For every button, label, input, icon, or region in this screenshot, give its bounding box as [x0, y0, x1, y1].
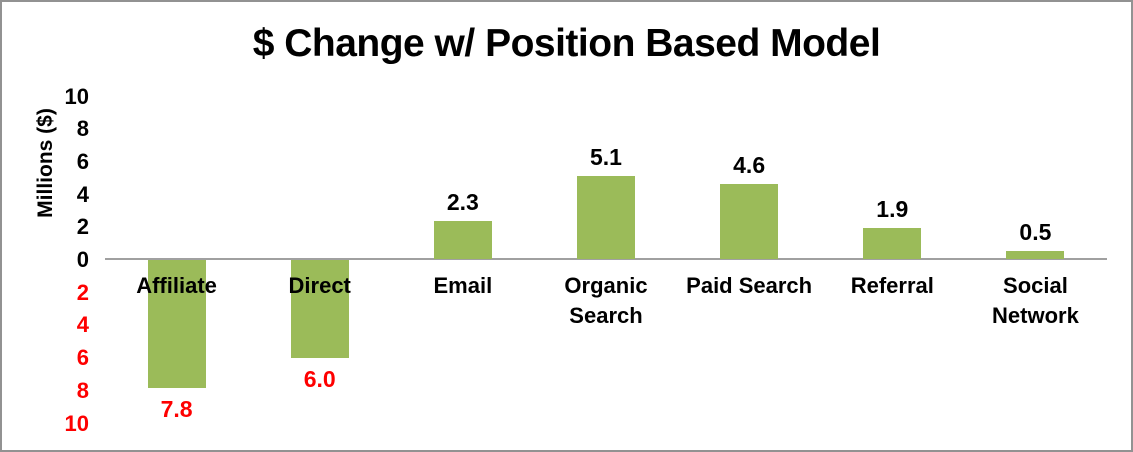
- bar-paid-search: [720, 183, 779, 259]
- category-label-email: Email: [433, 273, 493, 298]
- y-tick-label: 0: [76, 247, 89, 272]
- data-label-direct: 6.0: [303, 366, 336, 393]
- bar-organic-search: [577, 175, 635, 259]
- data-label-email: 2.3: [446, 189, 479, 216]
- bar-affiliate: [147, 260, 206, 388]
- y-tick-label: 4: [76, 181, 89, 207]
- y-tick-label: 8: [76, 116, 89, 142]
- category-label-referral: Referral: [850, 273, 934, 298]
- category-label-direct: Direct: [288, 273, 351, 298]
- y-tick-label: 8: [76, 377, 89, 403]
- chart-title: $ Change w/ Position Based Model: [252, 22, 881, 65]
- y-tick-label: 10: [64, 83, 89, 109]
- data-label-social-network: 0.5: [1019, 218, 1052, 245]
- category-label-affiliate: Affiliate: [136, 273, 217, 298]
- y-tick-label: 10: [64, 410, 89, 436]
- y-tick-label: 2: [76, 214, 89, 240]
- bar-social-network: [1006, 250, 1065, 259]
- bar-referral: [863, 227, 922, 259]
- category-label-social-network: Social Network: [992, 273, 1079, 328]
- y-tick-label: 6: [76, 148, 89, 174]
- data-label-paid-search: 4.6: [733, 151, 766, 178]
- y-tick-label: 4: [76, 312, 89, 338]
- data-label-organic-search: 5.1: [590, 143, 622, 170]
- category-label-organic-search: Organic Search: [564, 273, 648, 328]
- x-axis-line: [105, 258, 1107, 260]
- category-label-paid-search: Paid Search: [686, 273, 813, 298]
- bar-email: [433, 221, 492, 259]
- bar-direct: [290, 260, 349, 359]
- y-tick-label: 6: [76, 345, 89, 371]
- data-label-referral: 1.9: [876, 195, 909, 222]
- y-tick-label: 2: [76, 279, 89, 305]
- data-label-affiliate: 7.8: [160, 395, 193, 422]
